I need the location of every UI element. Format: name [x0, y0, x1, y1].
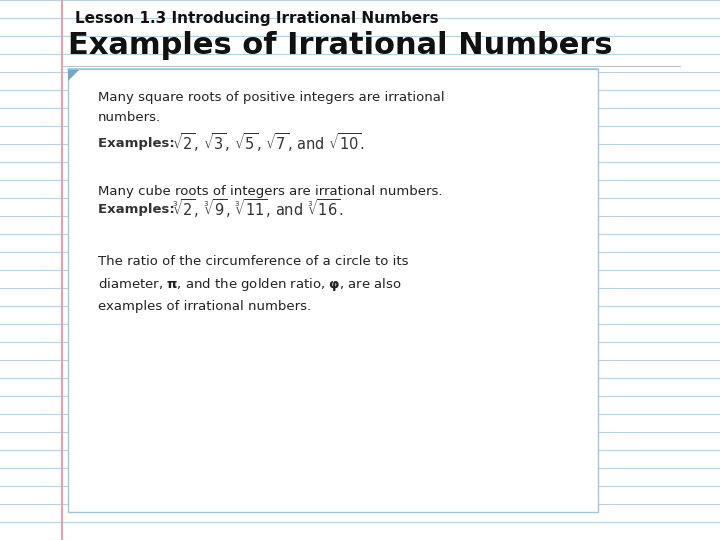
FancyBboxPatch shape — [68, 69, 598, 512]
Text: Lesson 1.3 Introducing Irrational Numbers: Lesson 1.3 Introducing Irrational Number… — [75, 10, 438, 25]
Polygon shape — [68, 69, 80, 81]
Text: The ratio of the circumference of a circle to its
diameter, $\mathbf{\pi}$, and : The ratio of the circumference of a circ… — [98, 255, 408, 313]
Text: Many square roots of positive integers are irrational
numbers.: Many square roots of positive integers a… — [98, 91, 445, 124]
Text: Examples:: Examples: — [98, 202, 179, 215]
Text: Many cube roots of integers are irrational numbers.: Many cube roots of integers are irration… — [98, 185, 443, 198]
Text: Examples:: Examples: — [98, 137, 179, 150]
Text: $\sqrt{2}$, $\sqrt{3}$, $\sqrt{5}$, $\sqrt{7}$, and $\sqrt{10}$.: $\sqrt{2}$, $\sqrt{3}$, $\sqrt{5}$, $\sq… — [172, 132, 365, 154]
Text: Examples of Irrational Numbers: Examples of Irrational Numbers — [68, 31, 613, 60]
Text: $\sqrt[3]{2}$, $\sqrt[3]{9}$, $\sqrt[3]{11}$, and $\sqrt[3]{16}$.: $\sqrt[3]{2}$, $\sqrt[3]{9}$, $\sqrt[3]{… — [172, 198, 343, 220]
